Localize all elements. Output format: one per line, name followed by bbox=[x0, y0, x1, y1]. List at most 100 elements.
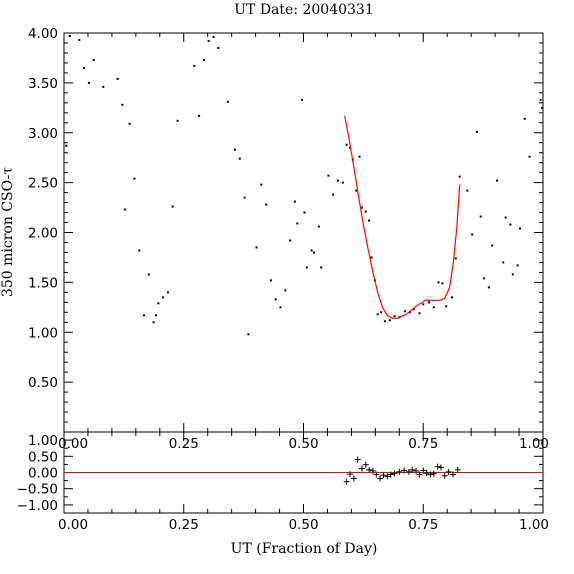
residual-point bbox=[346, 471, 353, 478]
data-point bbox=[368, 219, 371, 222]
data-point bbox=[102, 85, 105, 88]
residual-point bbox=[396, 468, 403, 475]
data-point bbox=[516, 264, 519, 267]
data-point bbox=[171, 205, 174, 208]
x-tick-label: 0.75 bbox=[408, 517, 438, 533]
data-point bbox=[202, 58, 205, 61]
data-point bbox=[360, 206, 363, 209]
data-point bbox=[289, 239, 292, 242]
data-point bbox=[128, 122, 131, 125]
data-point bbox=[296, 222, 299, 225]
data-point bbox=[265, 203, 268, 206]
residual-point bbox=[416, 471, 423, 478]
x-tick-label: 1.00 bbox=[519, 517, 549, 533]
data-point bbox=[458, 175, 461, 178]
data-point bbox=[355, 189, 358, 192]
data-point bbox=[133, 177, 136, 180]
residual-point bbox=[391, 470, 398, 477]
residual-point bbox=[405, 468, 412, 475]
data-point bbox=[332, 193, 335, 196]
data-point bbox=[437, 281, 440, 284]
data-point bbox=[226, 100, 229, 103]
data-point bbox=[479, 215, 482, 218]
data-point bbox=[176, 119, 179, 122]
x-tick-label: 0.25 bbox=[169, 517, 199, 533]
residual-point bbox=[373, 471, 380, 478]
data-point bbox=[293, 200, 296, 203]
data-point bbox=[121, 103, 124, 106]
y-tick-label: 4.00 bbox=[28, 26, 58, 42]
data-point bbox=[243, 196, 246, 199]
data-point bbox=[388, 319, 391, 322]
data-point bbox=[142, 314, 145, 317]
data-point bbox=[466, 189, 469, 192]
main-plot-panel: 0.50 1.00 1.50 2.00 2.50 3.00 3.50 4.00 0.00 0.25… bbox=[28, 26, 549, 452]
data-point bbox=[301, 98, 304, 101]
data-point bbox=[483, 277, 486, 280]
x-tick-label: 0.50 bbox=[288, 517, 318, 533]
data-point bbox=[154, 314, 157, 317]
x-tick-label: 0.00 bbox=[58, 517, 88, 533]
y-tick-label: −1.00 bbox=[17, 498, 58, 514]
residual-point bbox=[369, 467, 376, 474]
data-point bbox=[541, 106, 544, 109]
data-point bbox=[336, 179, 339, 182]
data-point bbox=[380, 311, 383, 314]
data-point bbox=[427, 301, 430, 304]
y-tick-label: 0.50 bbox=[28, 449, 58, 465]
data-point bbox=[422, 303, 425, 306]
residual-point bbox=[427, 471, 434, 478]
data-point bbox=[217, 46, 220, 49]
data-point bbox=[68, 34, 71, 37]
data-point bbox=[260, 183, 263, 186]
y-tick-label: 1.00 bbox=[28, 325, 58, 341]
data-point bbox=[255, 246, 258, 249]
data-point bbox=[92, 58, 95, 61]
residual-point bbox=[377, 475, 384, 482]
residual-point bbox=[430, 470, 437, 477]
data-point bbox=[376, 313, 379, 316]
data-point bbox=[83, 66, 86, 69]
data-point bbox=[511, 273, 514, 276]
data-point bbox=[471, 233, 474, 236]
y-tick-label: 0.00 bbox=[28, 466, 58, 482]
x-tick-label: 0.50 bbox=[288, 436, 318, 452]
plot-frame bbox=[63, 32, 544, 433]
residual-point bbox=[380, 472, 387, 479]
data-point bbox=[432, 306, 435, 309]
data-point bbox=[198, 114, 201, 117]
data-point bbox=[65, 144, 68, 147]
x-axis-label: UT (Fraction of Day) bbox=[231, 541, 378, 557]
data-point bbox=[393, 315, 396, 318]
data-point bbox=[404, 310, 407, 313]
data-point bbox=[303, 211, 306, 214]
data-point bbox=[496, 179, 499, 182]
data-point bbox=[445, 305, 448, 308]
residual-point bbox=[387, 471, 394, 478]
y-tick-label: 1.50 bbox=[28, 275, 58, 291]
y-tick-label: 3.00 bbox=[28, 126, 58, 142]
residual-point bbox=[384, 473, 391, 480]
data-point bbox=[116, 77, 119, 80]
residual-point bbox=[401, 467, 408, 474]
y-tick-label: 0.50 bbox=[28, 375, 58, 391]
data-point bbox=[418, 312, 421, 315]
x-tick-label: 0.00 bbox=[58, 436, 88, 452]
data-point bbox=[247, 333, 250, 336]
residual-point bbox=[354, 456, 361, 463]
y-tick-label: 3.50 bbox=[28, 76, 58, 92]
residual-point bbox=[441, 472, 448, 479]
data-point bbox=[528, 155, 531, 158]
residual-point bbox=[445, 468, 452, 475]
data-point bbox=[269, 279, 272, 282]
data-point bbox=[166, 291, 169, 294]
y-tick-label: −0.50 bbox=[17, 482, 58, 498]
data-point bbox=[475, 130, 478, 133]
data-point bbox=[162, 296, 165, 299]
data-point bbox=[317, 225, 320, 228]
chart-title: UT Date: 20040331 bbox=[234, 2, 374, 18]
data-point bbox=[441, 282, 444, 285]
y-tick-label: 1.00 bbox=[28, 433, 58, 449]
data-point bbox=[502, 261, 505, 264]
